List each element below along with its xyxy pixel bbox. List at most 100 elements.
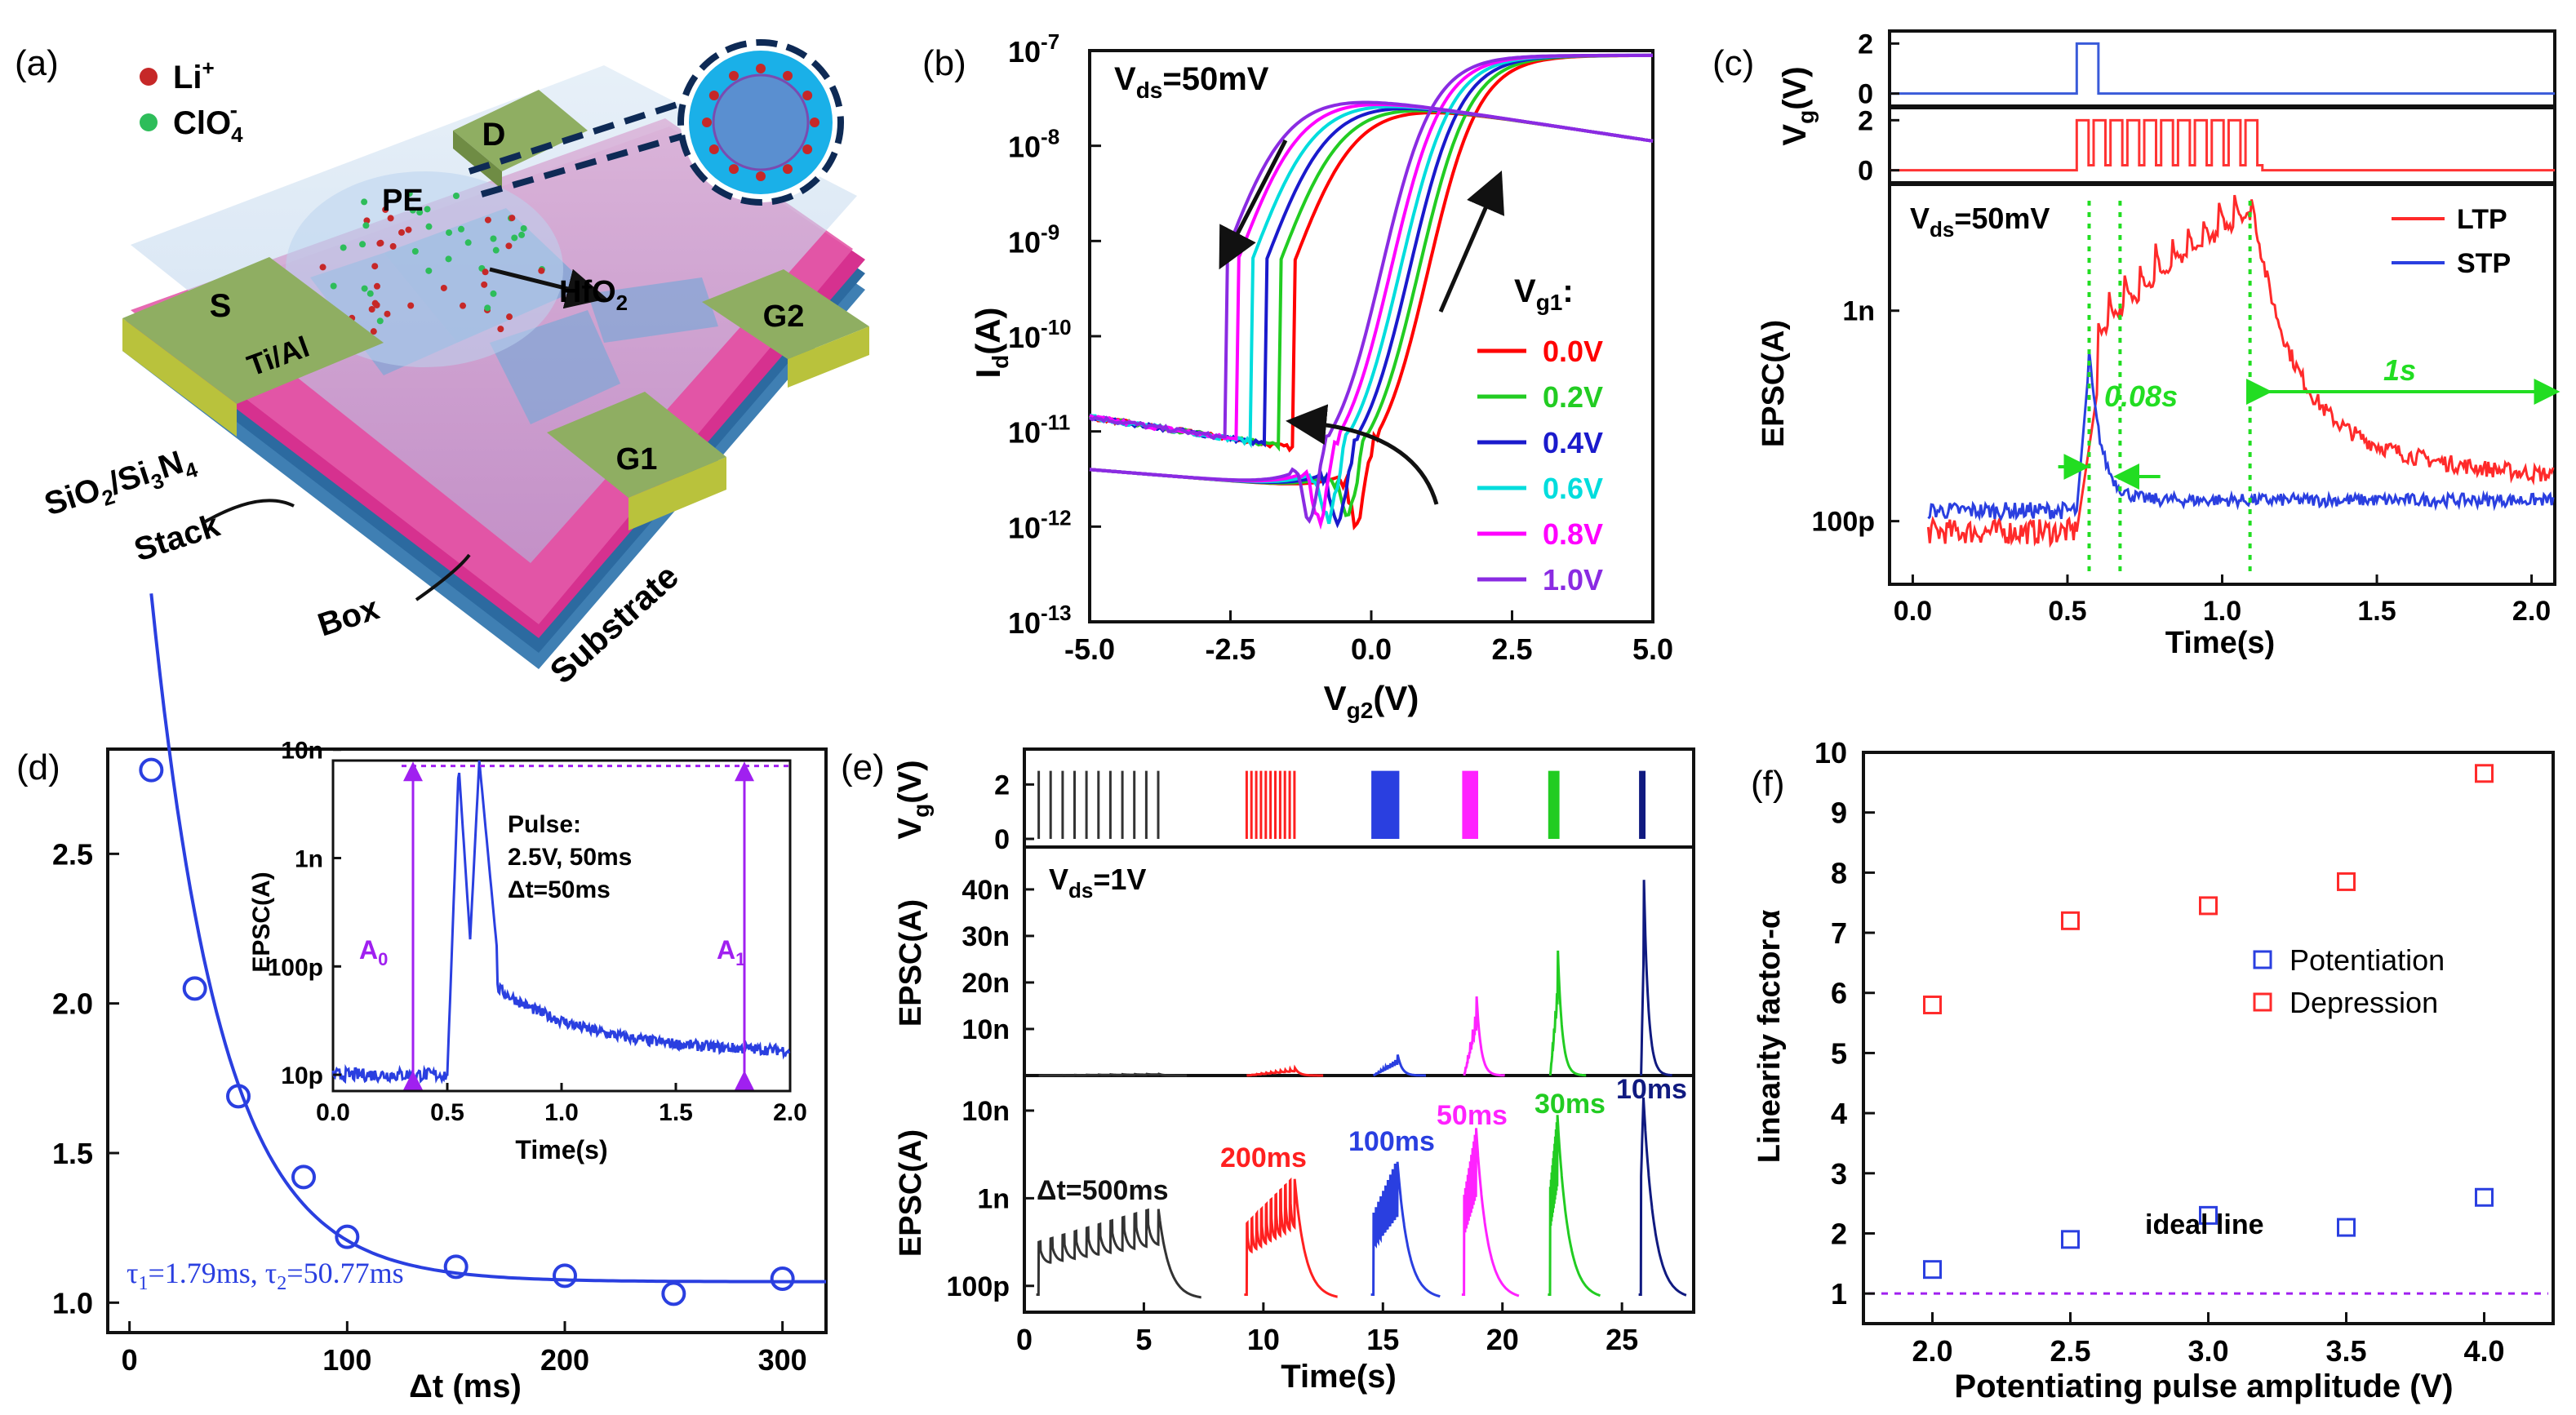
ion-dot bbox=[458, 225, 465, 233]
e-mid-ytick-label: 20n bbox=[962, 968, 1010, 999]
d-point bbox=[770, 1266, 795, 1291]
ion-dot bbox=[363, 217, 371, 224]
ion-dot bbox=[509, 215, 516, 222]
panel-f-plot bbox=[1868, 764, 2548, 1295]
stack-label-1: SiO2/Si3N4 bbox=[40, 441, 201, 528]
panel-d-tau: τ1=1.79ms, τ2=50.77ms bbox=[127, 1257, 404, 1294]
panel-e-bot-frame bbox=[1023, 1074, 1695, 1314]
panel-c-legend: LTP STP bbox=[2392, 204, 2511, 279]
panel-f-xlabel: Potentiating pulse amplitude (V) bbox=[1954, 1368, 2453, 1404]
panel-c-ylabel: EPSC(A) bbox=[1757, 320, 1791, 447]
c-vg-ltp-trace bbox=[1890, 118, 2555, 172]
e-bot-trace bbox=[1461, 1128, 1520, 1297]
panel-e-vds: Vds=1V bbox=[1049, 863, 1146, 903]
c-xtick-label: 0.5 bbox=[2048, 596, 2086, 627]
e-xtick-label: 0 bbox=[1016, 1323, 1033, 1356]
f-point-Potentiation bbox=[2199, 1205, 2218, 1225]
f-xtick-label: 3.5 bbox=[2325, 1334, 2366, 1368]
panel-c-vg-top-frame bbox=[1888, 29, 2556, 108]
f-ytick-label: 8 bbox=[1831, 856, 1847, 889]
panel-d-inset-frame bbox=[331, 759, 792, 1093]
micelle-li-dot bbox=[783, 164, 793, 175]
drain-label: D bbox=[482, 117, 506, 153]
curve-rev-1.0V bbox=[1088, 100, 1654, 441]
ion-dot bbox=[446, 229, 453, 237]
b-legend-label: 0.4V bbox=[1543, 426, 1603, 459]
d-ytick-label: 1.5 bbox=[52, 1137, 93, 1170]
g1-label: G1 bbox=[616, 442, 658, 477]
drain-electrode: D bbox=[453, 90, 588, 189]
micelle-li-dot bbox=[702, 118, 712, 127]
d-point bbox=[139, 757, 164, 783]
f-ytick-label: 4 bbox=[1831, 1097, 1847, 1130]
stack-pointer bbox=[203, 499, 295, 524]
panel-e-vg-frame bbox=[1023, 747, 1695, 849]
ion-dot bbox=[425, 223, 433, 230]
panel-b-arrow-up bbox=[1438, 171, 1504, 313]
f-ytick-label: 2 bbox=[1831, 1217, 1847, 1250]
ion-dot bbox=[387, 215, 394, 222]
ion-dot bbox=[460, 302, 467, 309]
d-inset-xtick-label: 2.0 bbox=[773, 1099, 807, 1126]
li-icon bbox=[140, 68, 158, 86]
panel-d-plot bbox=[139, 593, 826, 1306]
d-xtick-label: 200 bbox=[540, 1343, 589, 1377]
e-xtick-label: 5 bbox=[1135, 1323, 1152, 1356]
f-ytick-label: 9 bbox=[1831, 796, 1847, 830]
ion-dot bbox=[492, 246, 500, 254]
f-point-Potentiation bbox=[2475, 1187, 2494, 1207]
micelle-li-dot bbox=[802, 91, 813, 100]
ion-dot bbox=[505, 242, 513, 250]
ion-dot bbox=[481, 281, 488, 288]
micelle-li-dot bbox=[783, 70, 793, 81]
f-point-Depression bbox=[2199, 896, 2218, 916]
b-ytick-label: 10-12 bbox=[1008, 505, 1072, 544]
b-ytick-label: 10-8 bbox=[1008, 125, 1059, 164]
c-stp-curve bbox=[1927, 350, 2555, 521]
ion-dot bbox=[425, 267, 433, 274]
c-vg-mid-ytick-label: 2 bbox=[1858, 105, 1873, 136]
e-vg-pulses bbox=[1037, 770, 1160, 839]
panel-d-a0: A0 bbox=[359, 935, 388, 969]
panel-c-vg-traces bbox=[1890, 42, 2555, 172]
c-xtick-label: 1.0 bbox=[2203, 596, 2241, 627]
panel-b-ylabel: Id(A) bbox=[969, 307, 1013, 378]
f-point-Potentiation bbox=[2337, 1218, 2356, 1237]
d-point bbox=[182, 976, 207, 1001]
ion-dot bbox=[340, 244, 347, 251]
b-ytick-label: 10-9 bbox=[1008, 220, 1059, 259]
d-ytick-label: 2.5 bbox=[52, 837, 93, 871]
e-mid-ytick-label: 40n bbox=[962, 875, 1010, 906]
ion-dot bbox=[371, 263, 379, 270]
e-vg-pulses bbox=[1639, 770, 1646, 839]
b-legend-label: 0.8V bbox=[1543, 517, 1603, 551]
ion-dot bbox=[538, 267, 545, 274]
micelle-core bbox=[712, 73, 810, 171]
panel-b-arrow-curve bbox=[1286, 404, 1439, 505]
g2-lead bbox=[588, 277, 718, 343]
source-label: S bbox=[210, 288, 232, 324]
e-vg-pulses bbox=[1245, 770, 1296, 839]
panel-d-inset-xlabel: Time(s) bbox=[515, 1135, 607, 1164]
e-bot-trace bbox=[1036, 1208, 1201, 1299]
ion-dots bbox=[319, 190, 545, 335]
pe-label: PE bbox=[382, 184, 424, 218]
ion-dot bbox=[368, 305, 375, 313]
e-interval-label: Δt=500ms bbox=[1037, 1175, 1168, 1206]
e-bot-trace bbox=[1548, 1115, 1601, 1297]
panel-f-legend: Potentiation Depression bbox=[2253, 943, 2445, 1019]
ion-dot bbox=[520, 224, 527, 232]
ion-dot bbox=[497, 326, 504, 333]
f-xtick-label: 2.0 bbox=[1912, 1334, 1952, 1368]
panel-d: (d) 0 100 200 300 1.0 1.5 2.0 2.5 Δt (ms) τ1=1.… bbox=[16, 593, 828, 1404]
f-legend-label: Potentiation bbox=[2290, 943, 2445, 977]
panel-e-plot bbox=[1036, 770, 1687, 1299]
d-inset-xtick-label: 0.0 bbox=[316, 1099, 350, 1126]
panel-f-label: (f) bbox=[1751, 764, 1785, 804]
micelle-li-dot bbox=[756, 171, 766, 181]
ion-dot bbox=[490, 235, 497, 242]
panel-f-ideal-label: ideal line bbox=[2145, 1209, 2264, 1240]
d-point bbox=[226, 1084, 251, 1109]
